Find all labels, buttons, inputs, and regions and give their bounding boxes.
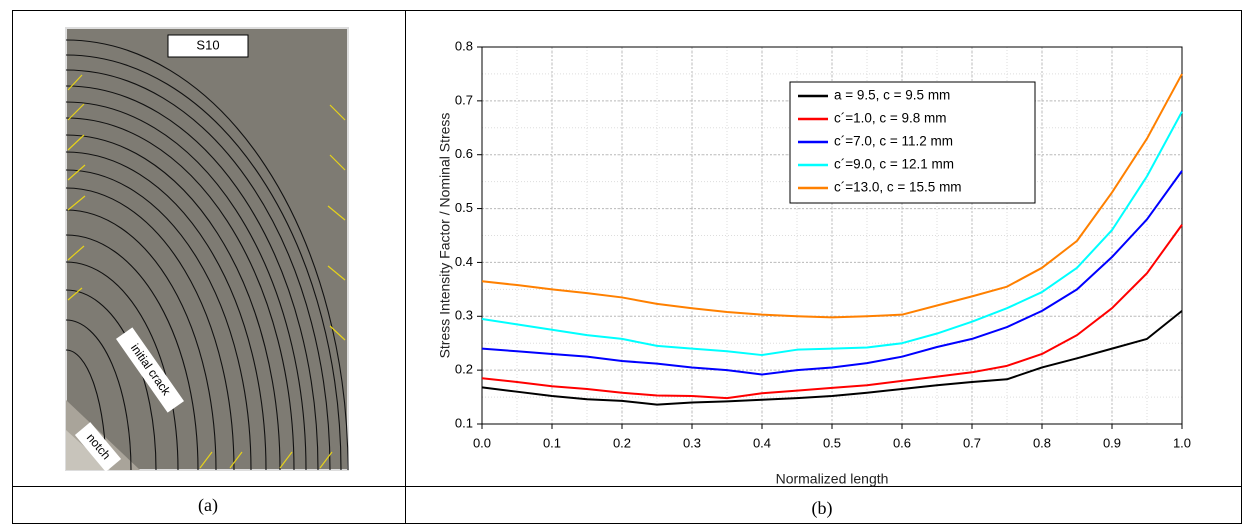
series-line	[481, 310, 1183, 406]
legend-label: c´=1.0, c = 9.8 mm	[834, 111, 947, 126]
series-line	[481, 170, 1183, 376]
photo: S10 initial crack notch	[65, 27, 349, 472]
y-tick-label: 0.5	[455, 200, 473, 215]
chart: 0.10.20.30.40.50.60.70.80.0 0.1 0.2 0.3 0.4 0…	[437, 38, 1191, 486]
legend-box	[789, 81, 1036, 204]
plot-frame	[481, 46, 1183, 425]
x-tick-label: 0.9	[1103, 435, 1121, 450]
x-tick-label: 0.0	[473, 435, 491, 450]
x-tick-label: 0.3	[683, 435, 701, 450]
x-tick-label: 1.0	[1173, 435, 1191, 450]
caption: (b)	[812, 498, 833, 519]
y-tick-label: 0.3	[455, 308, 473, 323]
specimen-label: S10	[196, 37, 219, 52]
y-tick-label: 0.6	[455, 146, 473, 161]
series-line	[481, 111, 1183, 357]
series-line	[481, 224, 1183, 400]
x-tick-label: 0.6	[893, 435, 911, 450]
caption: (a)	[198, 495, 218, 516]
series-line	[481, 73, 1183, 319]
frame	[12, 10, 1242, 524]
x-axis-label: Normalized length	[776, 471, 889, 487]
y-tick-label: 0.2	[455, 362, 473, 377]
legend-label: c´=9.0, c = 12.1 mm	[834, 157, 954, 172]
x-tick-label: 0.8	[1033, 435, 1051, 450]
y-tick-label: 0.7	[455, 92, 473, 107]
legend-label: c´=13.0, c = 15.5 mm	[834, 180, 962, 195]
y-tick-label: 0.4	[455, 254, 473, 269]
y-tick-label: 0.1	[455, 415, 473, 430]
legend-label: a = 9.5, c = 9.5 mm	[834, 88, 950, 103]
x-tick-label: 0.7	[963, 435, 981, 450]
x-tick-label: 0.5	[823, 435, 841, 450]
x-tick-label: 0.2	[613, 435, 631, 450]
x-tick-label: 0.1	[543, 435, 561, 450]
y-tick-label: 0.8	[455, 38, 473, 53]
x-tick-label: 0.4	[753, 435, 771, 450]
y-axis-label: Stress Intensity Factor / Nominal Stress	[437, 113, 453, 359]
legend-label: c´=7.0, c = 11.2 mm	[834, 134, 953, 149]
